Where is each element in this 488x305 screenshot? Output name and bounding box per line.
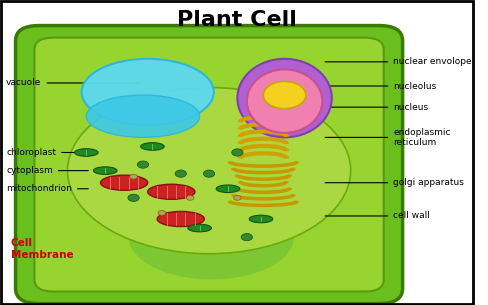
Text: Cell
Membrane: Cell Membrane (11, 238, 73, 260)
Text: cytoplasm: cytoplasm (6, 166, 88, 175)
Text: Plant Cell: Plant Cell (177, 10, 297, 31)
Text: nuclear envolope: nuclear envolope (325, 57, 471, 66)
Ellipse shape (157, 211, 204, 227)
Circle shape (137, 161, 148, 168)
Ellipse shape (141, 143, 164, 150)
Circle shape (128, 194, 139, 202)
Circle shape (203, 170, 214, 177)
Text: nucleus: nucleus (325, 103, 427, 112)
Circle shape (241, 234, 252, 241)
Circle shape (175, 170, 186, 177)
Ellipse shape (237, 59, 331, 137)
Ellipse shape (216, 185, 239, 192)
Text: mitochondrion: mitochondrion (6, 184, 88, 193)
Circle shape (158, 210, 165, 215)
Ellipse shape (93, 167, 117, 174)
Text: cell wall: cell wall (325, 211, 429, 221)
Text: vacuole: vacuole (6, 78, 140, 88)
Text: nucleolus: nucleolus (325, 81, 435, 91)
Circle shape (233, 196, 241, 200)
Ellipse shape (101, 175, 147, 190)
Ellipse shape (147, 184, 195, 199)
Ellipse shape (128, 195, 293, 279)
Ellipse shape (246, 70, 322, 133)
Circle shape (263, 81, 305, 109)
Ellipse shape (249, 215, 272, 223)
Text: golgi apparatus: golgi apparatus (325, 178, 463, 187)
FancyBboxPatch shape (34, 38, 383, 292)
FancyBboxPatch shape (16, 26, 402, 303)
Ellipse shape (81, 59, 213, 125)
Text: endoplasmic
reticulum: endoplasmic reticulum (325, 128, 450, 147)
Text: chloroplast: chloroplast (6, 148, 88, 157)
Circle shape (129, 174, 137, 179)
Circle shape (186, 196, 194, 200)
Ellipse shape (67, 88, 350, 254)
Ellipse shape (74, 149, 98, 156)
Ellipse shape (86, 95, 199, 137)
Ellipse shape (187, 224, 211, 232)
Circle shape (231, 149, 243, 156)
